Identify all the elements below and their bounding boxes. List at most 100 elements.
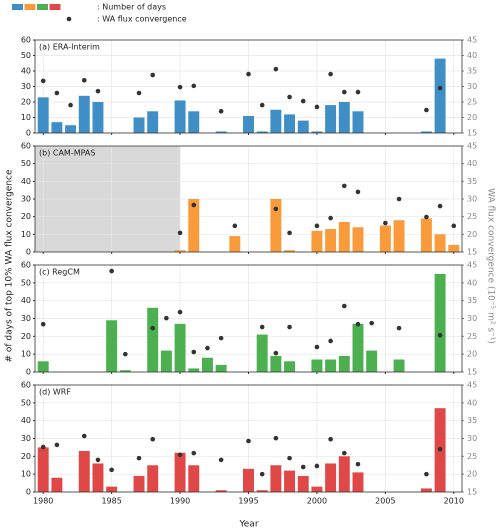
bar <box>133 475 145 492</box>
y2-tick-label: 15 <box>467 129 477 138</box>
legend-swatch <box>12 4 23 10</box>
plot-frame <box>34 384 463 493</box>
dot <box>342 450 347 456</box>
x-axis-label: Year <box>238 520 258 530</box>
bar <box>284 470 296 492</box>
dot <box>342 183 347 189</box>
dot <box>95 88 101 94</box>
dot <box>54 442 60 448</box>
dot <box>328 338 333 344</box>
bar <box>352 472 364 492</box>
bar <box>393 359 405 372</box>
y2-tick-label: 20 <box>467 470 477 479</box>
y2-tick-label: 45 <box>467 142 477 151</box>
dot <box>424 214 429 220</box>
dot <box>95 457 101 463</box>
bar <box>366 350 378 372</box>
dot <box>328 71 333 77</box>
y2-tick-label: 20 <box>467 230 477 239</box>
bar <box>338 355 350 372</box>
dot <box>314 223 320 229</box>
y-tick-label: 50 <box>21 398 31 407</box>
bar <box>51 122 63 133</box>
y2-tick-label: 40 <box>467 51 477 60</box>
bar <box>174 250 186 252</box>
dot <box>437 203 443 209</box>
bar <box>434 273 446 372</box>
bar <box>147 111 159 133</box>
bar <box>338 221 350 252</box>
plot-frame <box>34 145 463 253</box>
y-tick-label: 50 <box>21 51 31 60</box>
y2-tick-label: 25 <box>467 332 477 341</box>
bar <box>379 225 391 252</box>
x-tick-label: 2010 <box>444 497 464 506</box>
y-tick-label: 60 <box>21 261 31 270</box>
bar <box>243 468 254 492</box>
dot <box>300 464 306 470</box>
bar <box>284 250 296 252</box>
dot <box>424 471 429 477</box>
y-tick-label: 10 <box>21 230 31 239</box>
y2-tick-label: 25 <box>467 452 477 461</box>
y-tick-label: 30 <box>21 434 31 443</box>
x-tick-label: 1980 <box>33 497 53 506</box>
bar <box>188 465 200 492</box>
bar <box>37 97 49 133</box>
dot <box>328 436 333 442</box>
y2-tick-label: 30 <box>467 434 477 443</box>
dot <box>328 215 333 221</box>
y-tick-label: 60 <box>21 381 31 390</box>
y-tick-label: 10 <box>21 113 31 122</box>
dot <box>437 332 443 338</box>
bar <box>420 488 432 492</box>
bar <box>297 475 309 492</box>
y-tick-label: 60 <box>21 36 31 45</box>
dot <box>136 455 142 461</box>
bar <box>338 102 350 133</box>
bar <box>215 364 227 372</box>
bar <box>311 486 323 492</box>
y-tick-label: 50 <box>21 159 31 168</box>
dot <box>383 220 388 226</box>
bar <box>106 320 118 372</box>
dot <box>136 90 142 96</box>
y2-tick-label: 20 <box>467 113 477 122</box>
plot-frame <box>34 264 463 373</box>
bar <box>325 105 337 133</box>
bar <box>311 131 323 133</box>
dot <box>191 450 197 456</box>
dot <box>40 444 46 450</box>
dot <box>300 98 306 104</box>
dot <box>40 78 46 84</box>
bar <box>37 361 49 372</box>
dot <box>287 324 292 330</box>
bar <box>270 109 282 133</box>
dot <box>54 90 60 96</box>
dot <box>68 102 73 108</box>
x-tick-label: 1990 <box>170 497 190 506</box>
dot <box>40 321 46 327</box>
dot <box>232 223 238 229</box>
panel-title: (c) RegCM <box>39 268 80 277</box>
bar <box>215 490 227 492</box>
bar <box>92 463 104 492</box>
bar <box>229 236 241 252</box>
bar <box>147 307 159 372</box>
bar <box>270 465 282 492</box>
dot <box>81 433 87 439</box>
y-tick-label: 0 <box>26 368 31 377</box>
x-tick-label: 2000 <box>307 497 327 506</box>
dot <box>287 230 292 236</box>
y2-tick-label: 40 <box>467 278 477 287</box>
dot <box>355 189 361 195</box>
panel-title: (d) WRF <box>39 388 71 397</box>
y-tick-label: 40 <box>21 296 31 305</box>
panel-title: (a) ERA-Interim <box>39 43 100 52</box>
dot <box>451 223 457 229</box>
y2-tick-label: 35 <box>467 296 477 305</box>
y-tick-label: 30 <box>21 195 31 204</box>
bar <box>119 370 131 372</box>
legend-bar-label: : Number of days <box>97 3 166 12</box>
bar <box>133 117 145 133</box>
